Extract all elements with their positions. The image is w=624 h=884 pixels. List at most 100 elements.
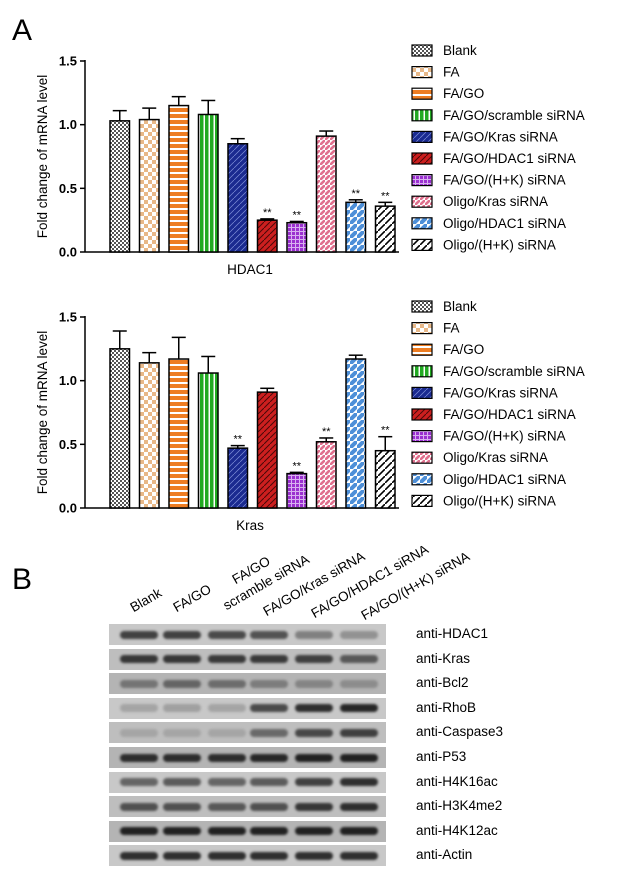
blot-band <box>163 753 201 762</box>
legend-swatch <box>411 44 433 57</box>
blot-band <box>295 679 333 688</box>
legend-label: Blank <box>443 299 477 314</box>
antibody-label: anti-Actin <box>416 847 473 863</box>
blot-band <box>340 778 378 787</box>
blot-band <box>340 679 378 688</box>
bar-5 <box>227 447 249 509</box>
legend-swatch <box>411 473 433 486</box>
significance-label: ** <box>263 207 272 219</box>
legend-label: FA/GO/HDAC1 siRNA <box>443 407 576 422</box>
blot-band <box>208 778 246 787</box>
y-tick-label: 1.0 <box>59 117 77 132</box>
legend-swatch <box>411 87 433 100</box>
legend-swatch <box>411 130 433 143</box>
legend-label: Oligo/Kras siRNA <box>443 194 548 209</box>
antibody-label: anti-H4K16ac <box>416 773 498 789</box>
legend-swatch <box>411 430 433 443</box>
legend-swatch <box>411 109 433 122</box>
blot-strip <box>109 796 386 818</box>
blot-band <box>250 679 288 688</box>
blot-band <box>250 630 288 639</box>
blot-band <box>120 802 158 811</box>
bar-3 <box>168 358 190 509</box>
blot-band <box>208 630 246 639</box>
blot-band <box>250 851 288 860</box>
blot-strip <box>109 747 386 768</box>
bar-2 <box>138 362 160 509</box>
blot-band <box>208 679 246 688</box>
legend-swatch <box>411 217 433 230</box>
antibody-label: anti-Bcl2 <box>416 675 469 691</box>
blot-band <box>120 679 158 688</box>
blot-band <box>295 851 333 860</box>
blot-band <box>295 753 333 762</box>
bar-charts: 0.0 0.5 1.0 1.5 Fold change of mRNA level HDA… <box>35 43 585 533</box>
legend: Blank FA FA/GO FA/GO/scramble siRNA FA/GO/Kr… <box>411 299 585 508</box>
legend-label: FA/GO <box>443 342 484 357</box>
antibody-label: anti-RhoB <box>416 699 477 715</box>
legend-label: FA/GO/(H+K) siRNA <box>443 173 566 188</box>
blot-band <box>340 728 378 737</box>
y-axis-label: Fold change of mRNA level <box>35 75 50 239</box>
antibody-label: anti-Kras <box>416 650 471 666</box>
blot-strip <box>109 722 386 744</box>
blot-strip <box>109 673 386 695</box>
blot-band <box>163 851 201 860</box>
blot-band <box>295 704 333 713</box>
blot-band <box>163 778 201 787</box>
blot-band <box>250 827 288 836</box>
legend-swatch <box>411 174 433 187</box>
bar-chart-kras: 0.0 0.5 1.0 1.5 Fold change of mRNA level Kra… <box>35 299 585 533</box>
blot-band <box>340 753 378 762</box>
blot-band <box>163 728 201 737</box>
blot-strip <box>109 648 386 670</box>
x-axis-label: Kras <box>236 518 264 533</box>
blot-strip <box>109 820 386 842</box>
blot-band <box>250 704 288 713</box>
bar-9 <box>345 358 367 509</box>
lane-label-fago: FA/GO <box>170 581 214 615</box>
blot-band <box>120 655 158 664</box>
bar-6 <box>256 219 278 253</box>
blot-band <box>163 704 201 713</box>
blot-band <box>340 704 378 713</box>
y-tick-label: 1.5 <box>59 310 77 325</box>
legend-label: Oligo/Kras siRNA <box>443 450 548 465</box>
bar-chart-hdac1: 0.0 0.5 1.0 1.5 Fold change of mRNA level HDA… <box>35 43 585 277</box>
blot-band <box>340 827 378 836</box>
legend-label: Oligo/(H+K) siRNA <box>443 493 556 508</box>
y-axis-label: Fold change of mRNA level <box>35 331 50 495</box>
y-tick-label: 0.0 <box>59 245 77 260</box>
significance-label: ** <box>381 190 390 202</box>
blot-band <box>340 851 378 860</box>
bar-1 <box>109 120 131 253</box>
blot-band <box>208 655 246 664</box>
blot-strip <box>109 845 386 867</box>
blot-band <box>340 630 378 639</box>
blot-band <box>295 728 333 737</box>
y-tick-label: 0.5 <box>59 437 77 452</box>
legend-label: FA/GO/Kras siRNA <box>443 129 558 144</box>
blot-band <box>120 753 158 762</box>
legend-swatch <box>411 386 433 399</box>
panel-label-a: A <box>12 14 33 47</box>
blot-band <box>208 827 246 836</box>
blot-band <box>120 827 158 836</box>
blot-band <box>250 778 288 787</box>
legend-swatch <box>411 343 433 356</box>
antibody-label: anti-H4K12ac <box>416 822 498 838</box>
bar-4 <box>197 113 219 253</box>
x-axis-label: HDAC1 <box>227 262 273 277</box>
legend-swatch <box>411 365 433 378</box>
legend-label: FA/GO/Kras siRNA <box>443 385 558 400</box>
y-tick-label: 1.5 <box>59 54 77 69</box>
significance-label: ** <box>351 188 360 200</box>
y-tick-label: 0.0 <box>59 501 77 516</box>
blot-band <box>208 704 246 713</box>
blot-band <box>120 851 158 860</box>
legend-label: FA/GO <box>443 86 484 101</box>
blot-band <box>163 827 201 836</box>
legend-swatch <box>411 152 433 165</box>
y-tick-label: 1.0 <box>59 373 77 388</box>
legend-label: Oligo/(H+K) siRNA <box>443 237 556 252</box>
